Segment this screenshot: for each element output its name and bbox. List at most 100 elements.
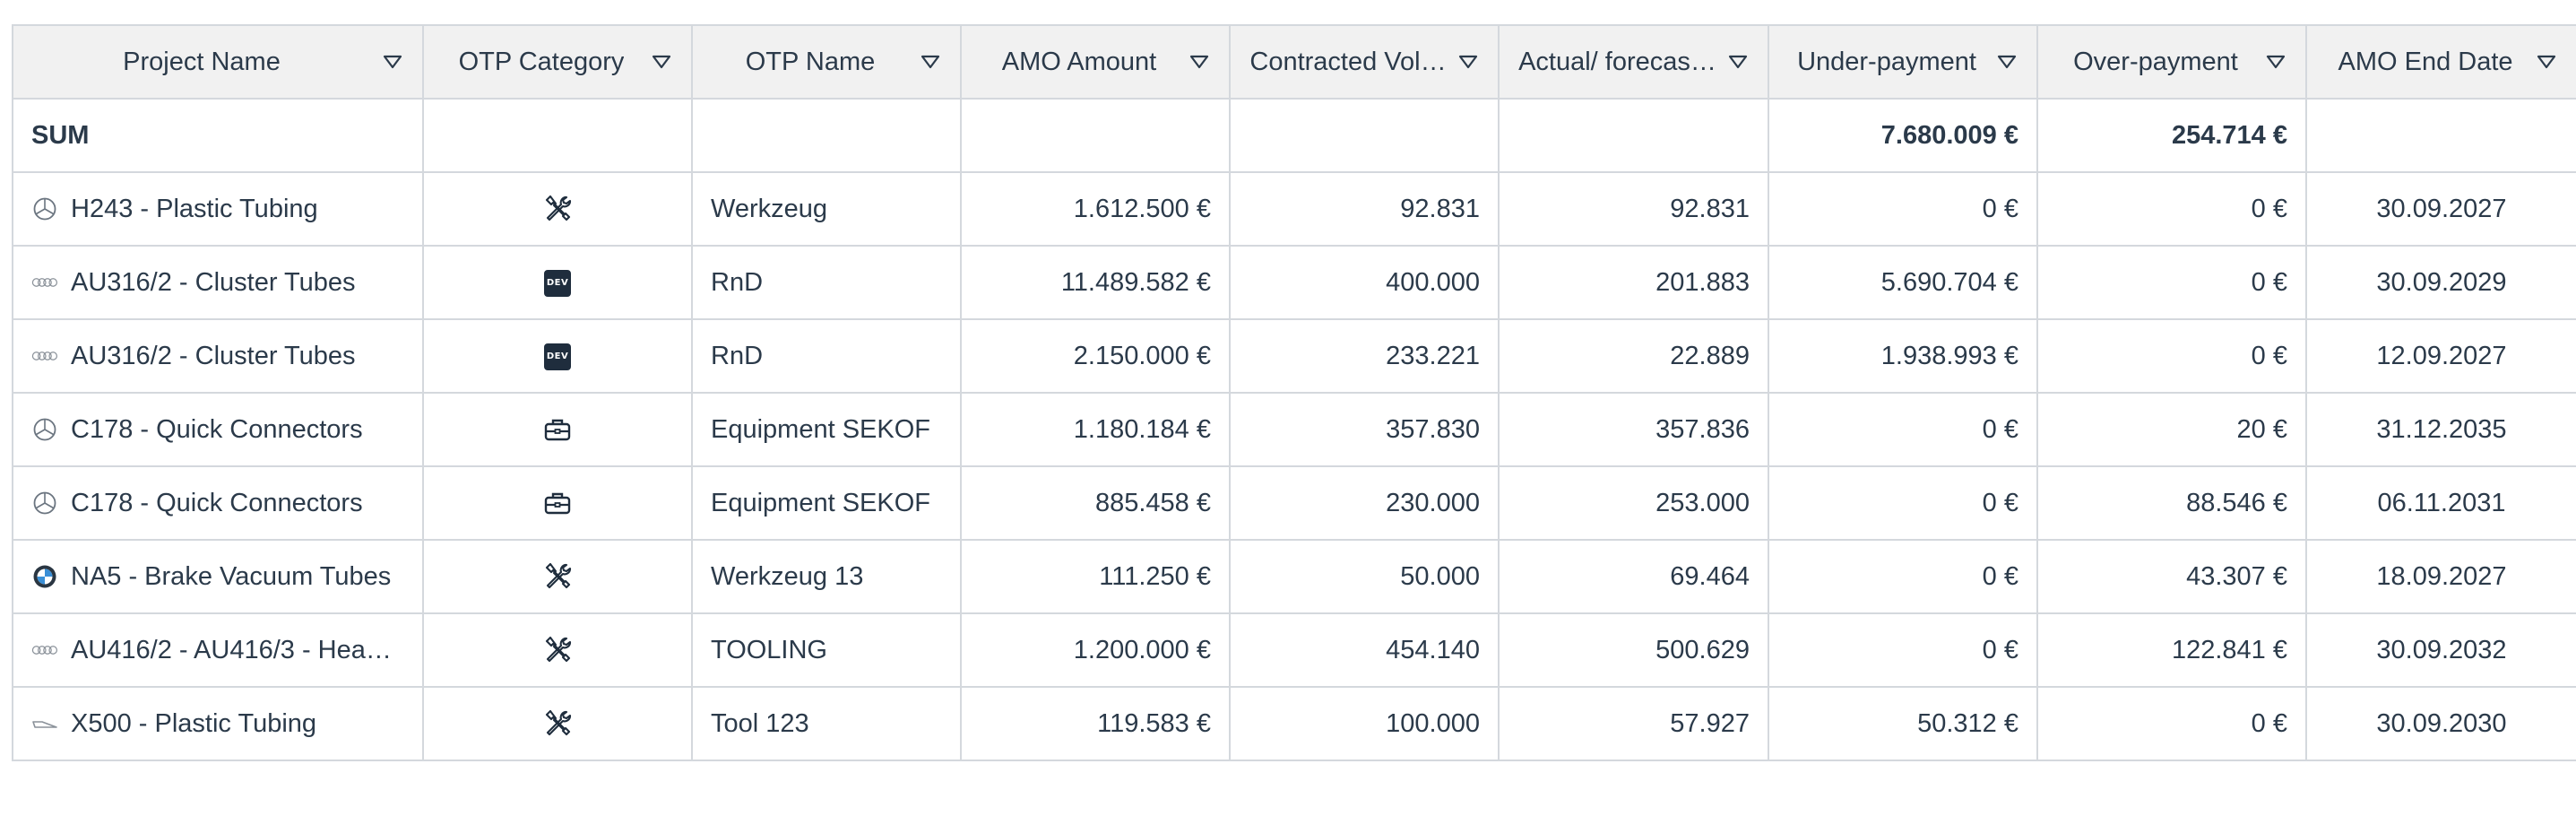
over-payment-cell[interactable]: 122.841 € (2036, 612, 2307, 688)
filter-caret-icon[interactable] (1189, 55, 1209, 69)
otp-name-cell[interactable]: RnD (691, 245, 962, 320)
amo-end-date-cell[interactable]: 31.12.2035 (2305, 392, 2576, 467)
otp-name-cell[interactable]: TOOLING (691, 612, 962, 688)
contracted-vol-cell[interactable]: 100.000 (1229, 686, 1500, 761)
over-payment-cell[interactable]: 43.307 € (2036, 539, 2307, 614)
amo-amount-cell[interactable]: 119.583 € (960, 686, 1231, 761)
contracted-vol-cell[interactable]: 233.221 (1229, 318, 1500, 394)
project-name-cell[interactable]: AU316/2 - Cluster Tubes (12, 245, 424, 320)
filter-caret-icon[interactable] (1458, 55, 1478, 69)
under-payment-cell[interactable]: 0 € (1768, 171, 2038, 247)
column-header-under-payment[interactable]: Under-payment (1768, 24, 2038, 100)
table-row[interactable]: AU416/2 - AU416/3 - Hea… TOOLING 1.200.000… (12, 612, 2576, 688)
contracted-vol-cell[interactable]: 92.831 (1229, 171, 1500, 247)
column-header-project[interactable]: Project Name (12, 24, 424, 100)
project-name-cell[interactable]: H243 - Plastic Tubing (12, 171, 424, 247)
amo-amount-cell[interactable]: 1.612.500 € (960, 171, 1231, 247)
otp-category-cell[interactable] (422, 465, 693, 541)
under-payment-cell[interactable]: 0 € (1768, 392, 2038, 467)
over-payment-cell[interactable]: 0 € (2036, 686, 2307, 761)
table-row[interactable]: NA5 - Brake Vacuum Tubes Werkzeug 13 111.2… (12, 539, 2576, 614)
over-payment-cell[interactable]: 0 € (2036, 245, 2307, 320)
otp-category-cell[interactable]: DEV (422, 245, 693, 320)
amo-amount-cell[interactable]: 11.489.582 € (960, 245, 1231, 320)
project-name-cell[interactable]: NA5 - Brake Vacuum Tubes (12, 539, 424, 614)
filter-caret-icon[interactable] (652, 55, 671, 69)
under-payment-cell[interactable]: 0 € (1768, 539, 2038, 614)
amo-amount-cell[interactable]: 1.180.184 € (960, 392, 1231, 467)
amo-end-date-cell[interactable]: 30.09.2030 (2305, 686, 2576, 761)
amo-amount-cell[interactable]: 1.200.000 € (960, 612, 1231, 688)
project-name-cell[interactable]: AU416/2 - AU416/3 - Hea… (12, 612, 424, 688)
under-payment-cell[interactable]: 50.312 € (1768, 686, 2038, 761)
column-header-otp-category[interactable]: OTP Category (422, 24, 693, 100)
contracted-vol-cell[interactable]: 357.830 (1229, 392, 1500, 467)
otp-category-cell[interactable] (422, 686, 693, 761)
amo-amount-cell[interactable]: 885.458 € (960, 465, 1231, 541)
filter-caret-icon[interactable] (2537, 55, 2556, 69)
actual-forecast-cell[interactable]: 357.836 (1498, 392, 1769, 467)
filter-caret-icon[interactable] (383, 55, 402, 69)
table-row[interactable]: AU316/2 - Cluster Tubes DEV RnD 11.489.582 … (12, 245, 2576, 320)
project-name-cell[interactable]: C178 - Quick Connectors (12, 392, 424, 467)
otp-name-cell[interactable]: Werkzeug 13 (691, 539, 962, 614)
amo-amount-cell[interactable]: 2.150.000 € (960, 318, 1231, 394)
amo-amount-cell[interactable]: 111.250 € (960, 539, 1231, 614)
table-row[interactable]: X500 - Plastic Tubing Tool 123 119.583 €10… (12, 686, 2576, 761)
tools-icon (545, 563, 572, 589)
under-payment-cell[interactable]: 5.690.704 € (1768, 245, 2038, 320)
contracted-vol-cell[interactable]: 454.140 (1229, 612, 1500, 688)
otp-name-cell[interactable]: RnD (691, 318, 962, 394)
actual-forecast-cell[interactable]: 500.629 (1498, 612, 1769, 688)
otp-name-cell[interactable]: Equipment SEKOF (691, 392, 962, 467)
contracted-vol-cell[interactable]: 400.000 (1229, 245, 1500, 320)
amo-end-date-cell[interactable]: 12.09.2027 (2305, 318, 2576, 394)
under-payment-cell[interactable]: 1.938.993 € (1768, 318, 2038, 394)
over-payment-cell[interactable]: 20 € (2036, 392, 2307, 467)
over-payment-cell[interactable]: 88.546 € (2036, 465, 2307, 541)
otp-category-cell[interactable] (422, 171, 693, 247)
otp-category-cell[interactable]: DEV (422, 318, 693, 394)
amo-end-date-cell[interactable]: 30.09.2032 (2305, 612, 2576, 688)
otp-name-cell[interactable]: Tool 123 (691, 686, 962, 761)
actual-forecast-cell[interactable]: 253.000 (1498, 465, 1769, 541)
amo-end-date-cell[interactable]: 18.09.2027 (2305, 539, 2576, 614)
filter-caret-icon[interactable] (2266, 55, 2286, 69)
otp-category-cell[interactable] (422, 392, 693, 467)
filter-caret-icon[interactable] (921, 55, 940, 69)
filter-caret-icon[interactable] (1728, 55, 1748, 69)
column-header-otp-name[interactable]: OTP Name (691, 24, 962, 100)
actual-forecast-cell[interactable]: 92.831 (1498, 171, 1769, 247)
amo-end-date-cell[interactable]: 06.11.2031 (2305, 465, 2576, 541)
column-header-contracted-vol[interactable]: Contracted Vol… (1229, 24, 1500, 100)
otp-name-cell[interactable]: Equipment SEKOF (691, 465, 962, 541)
table-row[interactable]: C178 - Quick Connectors Equipment SEKOF 88… (12, 465, 2576, 541)
amo-end-date-cell[interactable]: 30.09.2027 (2305, 171, 2576, 247)
otp-category-cell[interactable] (422, 539, 693, 614)
actual-forecast-cell[interactable]: 69.464 (1498, 539, 1769, 614)
actual-forecast-cell[interactable]: 201.883 (1498, 245, 1769, 320)
project-name-cell[interactable]: X500 - Plastic Tubing (12, 686, 424, 761)
table-row[interactable]: H243 - Plastic Tubing Werkzeug 1.612.500 €… (12, 171, 2576, 247)
otp-category-cell[interactable] (422, 612, 693, 688)
project-name-cell[interactable]: C178 - Quick Connectors (12, 465, 424, 541)
column-header-actual-forecast[interactable]: Actual/ forecas… (1498, 24, 1769, 100)
table-row[interactable]: AU316/2 - Cluster Tubes DEV RnD 2.150.000 €… (12, 318, 2576, 394)
column-header-amo-end-date[interactable]: AMO End Date (2305, 24, 2576, 100)
column-header-over-payment[interactable]: Over-payment (2036, 24, 2307, 100)
over-payment-cell[interactable]: 0 € (2036, 171, 2307, 247)
actual-forecast-cell[interactable]: 57.927 (1498, 686, 1769, 761)
table-row[interactable]: C178 - Quick Connectors Equipment SEKOF 1.… (12, 392, 2576, 467)
otp-name-cell[interactable]: Werkzeug (691, 171, 962, 247)
contracted-vol-cell[interactable]: 230.000 (1229, 465, 1500, 541)
column-header-amo-amount[interactable]: AMO Amount (960, 24, 1231, 100)
actual-forecast-cell[interactable]: 22.889 (1498, 318, 1769, 394)
column-header-label: Over-payment (2073, 47, 2238, 76)
over-payment-cell[interactable]: 0 € (2036, 318, 2307, 394)
under-payment-cell[interactable]: 0 € (1768, 612, 2038, 688)
amo-end-date-cell[interactable]: 30.09.2029 (2305, 245, 2576, 320)
under-payment-cell[interactable]: 0 € (1768, 465, 2038, 541)
filter-caret-icon[interactable] (1997, 55, 2017, 69)
contracted-vol-cell[interactable]: 50.000 (1229, 539, 1500, 614)
project-name-cell[interactable]: AU316/2 - Cluster Tubes (12, 318, 424, 394)
